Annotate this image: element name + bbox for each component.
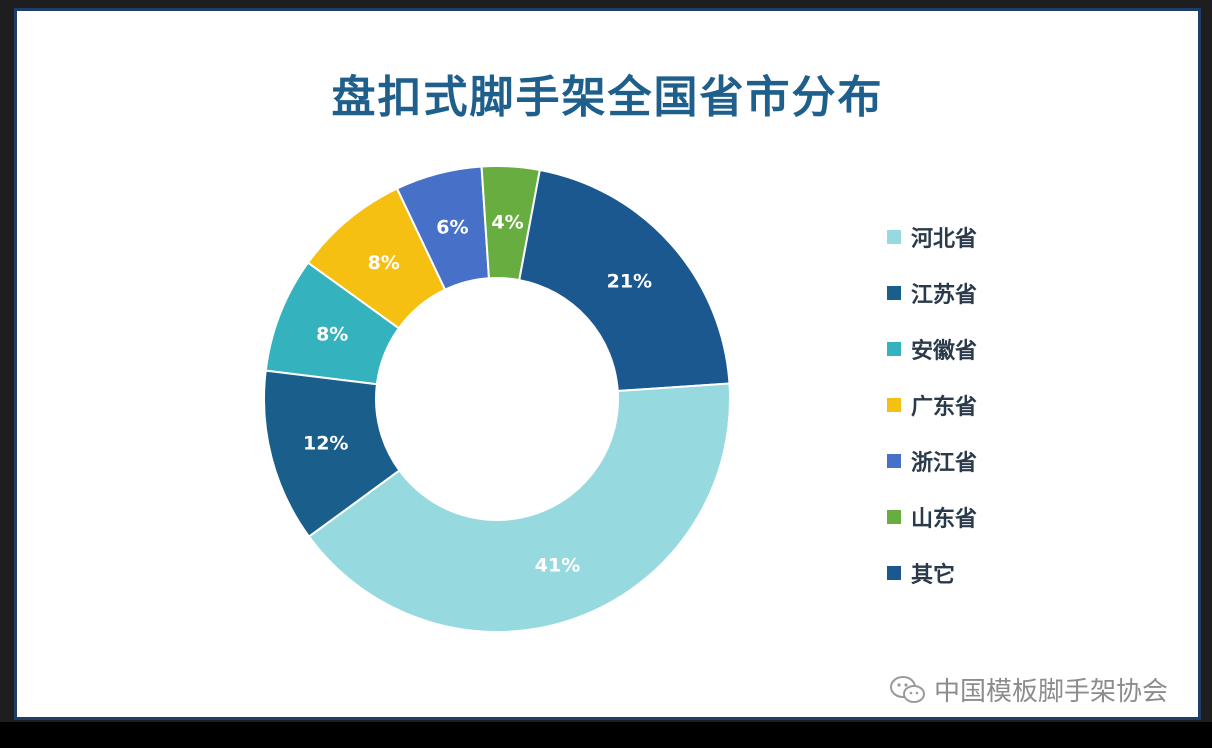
legend-item-6: 其它	[887, 545, 977, 601]
legend-swatch-2	[887, 342, 901, 356]
legend-item-5: 山东省	[887, 489, 977, 545]
legend-label-3: 广东省	[911, 395, 978, 420]
legend-swatch-6	[887, 566, 901, 580]
watermark-text: 中国模板脚手架协会	[933, 677, 1168, 707]
legend-item-4: 浙江省	[887, 433, 977, 489]
chart-slide: 盘扣式脚手架全国省市分布 8% 8% 6% 4% 21% 41% 12% 河北省江苏省安徽省…	[14, 8, 1201, 720]
legend-item-1: 江苏省	[887, 265, 977, 321]
donut-data-label-2: 8%	[316, 323, 348, 345]
donut-data-label-0: 41%	[535, 554, 580, 576]
donut-data-label-4: 6%	[436, 217, 468, 239]
legend-label-2: 安徽省	[911, 339, 978, 364]
donut-slice-6	[518, 168, 731, 393]
donut-data-label-3: 8%	[368, 252, 400, 274]
bottom-bar	[0, 722, 1212, 748]
legend-swatch-5	[887, 510, 901, 524]
legend-swatch-0	[887, 230, 901, 244]
legend-label-6: 其它	[911, 563, 956, 588]
legend-label-4: 浙江省	[911, 451, 978, 476]
donut-slice-1	[263, 369, 401, 539]
legend-label-5: 山东省	[911, 507, 978, 532]
chart-legend: 河北省江苏省安徽省广东省浙江省山东省其它	[887, 209, 977, 601]
legend-item-0: 河北省	[887, 209, 977, 265]
donut-data-label-6: 21%	[607, 270, 652, 292]
legend-swatch-3	[887, 398, 901, 412]
legend-item-2: 安徽省	[887, 321, 977, 377]
legend-swatch-1	[887, 286, 901, 300]
legend-swatch-4	[887, 454, 901, 468]
wechat-icon	[889, 675, 925, 703]
donut-chart: 8% 8% 6% 4% 21% 41% 12%	[263, 165, 731, 633]
legend-label-0: 河北省	[911, 227, 978, 252]
chart-title: 盘扣式脚手架全国省市分布	[331, 72, 884, 123]
donut-data-label-5: 4%	[491, 211, 523, 233]
legend-item-3: 广东省	[887, 377, 977, 433]
watermark: 中国模板脚手架协会	[888, 671, 1168, 708]
donut-data-label-1: 12%	[303, 433, 348, 455]
legend-label-1: 江苏省	[911, 283, 978, 308]
donut-slice-0	[307, 382, 731, 633]
